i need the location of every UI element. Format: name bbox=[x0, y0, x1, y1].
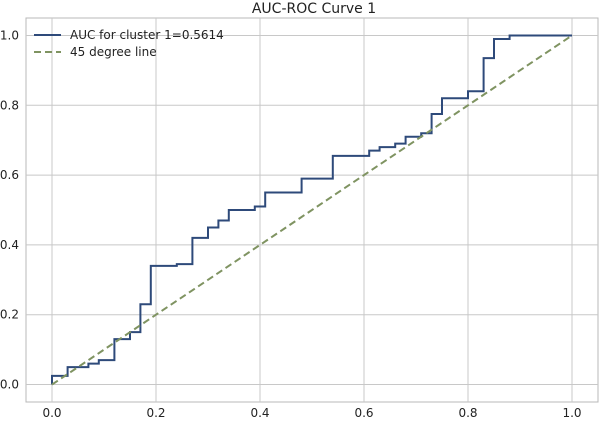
x-tick-label: 0.0 bbox=[42, 406, 61, 420]
y-tick-label: 0.4 bbox=[0, 238, 19, 252]
x-tick-label: 0.8 bbox=[458, 406, 477, 420]
legend-label-diagonal: 45 degree line bbox=[70, 45, 157, 59]
series-group bbox=[51, 34, 573, 386]
y-tick-label: 0.2 bbox=[0, 308, 19, 322]
grid-lines bbox=[26, 18, 598, 402]
x-tick-label: 0.4 bbox=[250, 406, 269, 420]
legend: AUC for cluster 1=0.5614 45 degree line bbox=[34, 28, 224, 59]
y-tick-label: 0.0 bbox=[0, 378, 19, 392]
legend-label-roc: AUC for cluster 1=0.5614 bbox=[70, 28, 224, 42]
x-tick-label: 0.2 bbox=[146, 406, 165, 420]
x-tick-label: 1.0 bbox=[562, 406, 581, 420]
roc-curve-series bbox=[51, 34, 572, 385]
chart-title: AUC-ROC Curve 1 bbox=[252, 1, 376, 17]
diagonal-reference-series bbox=[51, 34, 573, 386]
y-tick-label: 0.6 bbox=[0, 168, 19, 182]
tick-labels: 0.0 0.2 0.4 0.6 0.8 1.0 0.0 0.2 0.4 0.6 0.8 1.0 bbox=[0, 28, 582, 420]
y-tick-label: 1.0 bbox=[0, 28, 19, 42]
x-tick-label: 0.6 bbox=[354, 406, 373, 420]
y-tick-label: 0.8 bbox=[0, 98, 19, 112]
